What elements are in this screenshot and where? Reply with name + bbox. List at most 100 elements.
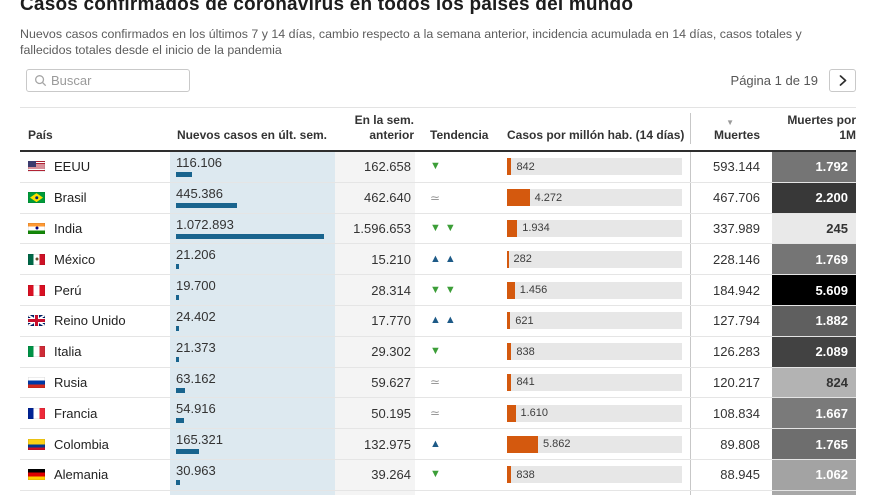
previous-week-value: 17.770 (335, 305, 415, 336)
incidence-track: 621 (507, 312, 682, 330)
new-cases-value: 165.321 (176, 432, 223, 448)
incidence-value: 282 (513, 253, 532, 266)
trend-indicator: ≃ (415, 183, 497, 213)
column-header-country[interactable]: País (28, 128, 53, 143)
deaths-per-million-cell: 2.200 (772, 182, 856, 213)
new-cases-value: 54.916 (176, 401, 216, 417)
previous-week-value: 50.195 (335, 398, 415, 429)
trend-up-icon: ▲ (430, 252, 441, 265)
previous-week-value: 132.975 (335, 429, 415, 459)
country-name: Italia (54, 344, 82, 360)
column-header-deaths-per-million[interactable]: Muertes por 1M (787, 112, 856, 143)
new-cases-bar (176, 479, 181, 485)
table-row: EEUU 116.106 162.658 ▼ 842 593.144 1.792 (20, 151, 856, 183)
chevron-right-icon (839, 75, 846, 87)
trend-up-icon: ▲ (430, 437, 441, 450)
incidence-track: 838 (507, 343, 682, 361)
trend-indicator: ▲ ▲ (415, 306, 497, 336)
country-flag-icon (28, 315, 45, 327)
deaths-per-million-cell: 1.062 (772, 459, 856, 490)
country-flag-icon (28, 469, 45, 481)
new-cases-cell: 19.700 (170, 275, 335, 305)
new-cases-cell: 1.072.893 (170, 213, 335, 244)
trend-indicator: ▼ (415, 152, 497, 182)
new-cases-value: 21.206 (176, 247, 216, 263)
trend-down-icon: ▼ (430, 160, 441, 173)
incidence-value: 5.862 (543, 438, 571, 450)
search-box[interactable] (26, 69, 190, 93)
deaths-per-million-cell: 1.882 (772, 305, 856, 336)
incidence-bar (507, 435, 538, 453)
incidence-track: 4.272 (507, 189, 682, 207)
country-name: Reino Unido (54, 313, 126, 329)
next-page-button[interactable] (829, 69, 856, 93)
deaths-value: 337.989 (690, 213, 772, 244)
previous-week-value: 28.314 (335, 275, 415, 305)
country-flag-icon (28, 407, 45, 419)
column-header-deaths-label: Muertes (713, 128, 760, 143)
new-cases-bar (176, 171, 193, 177)
incidence-bar (507, 312, 511, 330)
column-header-deaths[interactable]: ▼ Muertes (690, 112, 772, 144)
new-cases-cell: 21.206 (170, 244, 335, 275)
incidence-value: 838 (516, 345, 535, 358)
page-title: Casos confirmados de coronavirus en todo… (20, 0, 634, 15)
trend-up-icon: ▲ (444, 252, 456, 265)
table-row: Francia 54.916 50.195 ≃ 1.610 108.834 1.… (20, 398, 856, 430)
new-cases-value: 19.700 (176, 278, 216, 294)
deaths-per-million-cell: 5.609 (772, 275, 856, 305)
search-icon (35, 75, 47, 87)
table-row: Colombia 165.321 132.975 ▲ 5.862 89.808 … (20, 429, 856, 460)
new-cases-cell: 30.963 (170, 459, 335, 490)
incidence-value: 841 (516, 376, 535, 389)
new-cases-bar (176, 202, 238, 208)
trend-down-icon: ▼ (430, 468, 441, 481)
page-subtitle: Nuevos casos confirmados en los últimos … (20, 27, 802, 58)
pagination: Página 1 de 19 (731, 69, 856, 93)
table-body: EEUU 116.106 162.658 ▼ 842 593.144 1.792… (20, 151, 856, 495)
country-name: Francia (54, 405, 98, 421)
table-row: México 21.206 15.210 ▲ ▲ 282 228.146 1.76… (20, 244, 856, 276)
deaths-value: 467.706 (690, 182, 772, 213)
new-cases-cell: 165.321 (170, 429, 335, 459)
country-flag-icon (28, 438, 45, 450)
previous-week-value: 39.264 (335, 459, 415, 490)
incidence-track: 1.456 (507, 281, 682, 299)
column-header-previous-week[interactable]: En la sem. anterior (354, 112, 414, 143)
trend-down-icon: ▼ (444, 221, 456, 234)
incidence-bar (507, 189, 530, 207)
table-row: Perú 19.700 28.314 ▼ ▼ 1.456 184.942 5.60… (20, 275, 856, 306)
incidence-bar (507, 343, 512, 361)
column-header-new-cases[interactable]: Nuevos casos en últ. sem. (176, 128, 327, 143)
search-input[interactable] (51, 73, 189, 89)
deaths-per-million-cell: 1.667 (772, 398, 856, 429)
new-cases-cell: 21.373 (170, 336, 335, 367)
new-cases-value: 1.072.893 (176, 216, 234, 232)
new-cases-value: 30.963 (176, 462, 216, 478)
new-cases-value: 24.402 (176, 308, 216, 324)
country-name: Alemania (54, 467, 109, 483)
incidence-bar (507, 250, 509, 268)
deaths-value: 126.283 (690, 336, 772, 367)
incidence-value: 621 (515, 314, 534, 327)
incidence-track: 838 (507, 466, 682, 484)
deaths-per-million-cell: 2.089 (772, 336, 856, 367)
incidence-track: 282 (507, 250, 682, 268)
trend-steady-icon: ≃ (430, 375, 441, 390)
table-row: Italia 21.373 29.302 ▼ 838 126.283 2.089 (20, 336, 856, 368)
trend-down-icon: ▼ (430, 283, 441, 296)
table-header-row: País Nuevos casos en últ. sem. En la sem… (20, 106, 856, 152)
trend-indicator: ≃ (415, 398, 497, 428)
column-header-incidence[interactable]: Casos por millón hab. (14 días) (507, 128, 685, 143)
previous-week-value: 73.660 (335, 490, 415, 495)
country-flag-icon (28, 376, 45, 388)
column-header-trend[interactable]: Tendencia (430, 128, 489, 143)
incidence-value: 1.456 (519, 284, 548, 297)
trend-indicator: ≃ (415, 491, 497, 495)
new-cases-cell: 445.386 (170, 182, 335, 213)
trend-indicator: ▼ ▼ (415, 275, 497, 305)
incidence-bar (507, 404, 516, 422)
trend-indicator: ▼ (415, 460, 497, 490)
previous-week-value: 29.302 (335, 336, 415, 367)
country-flag-icon (28, 253, 45, 265)
